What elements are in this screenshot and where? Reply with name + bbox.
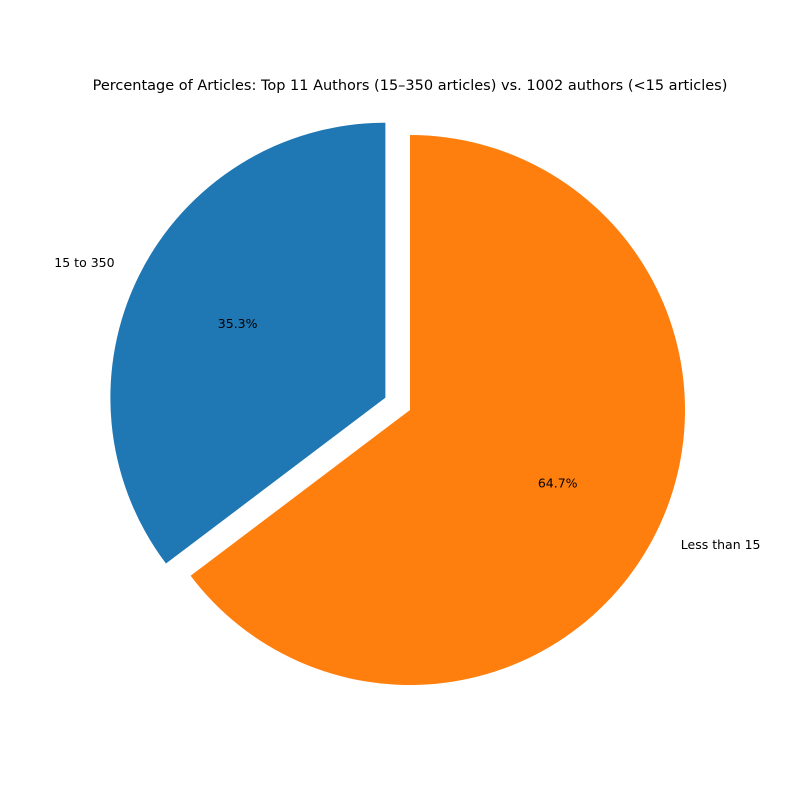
slice-percent-label-2: 64.7% [538,476,578,491]
pie-labels: 15 to 350 35.3% Less than 15 64.7% [54,255,760,552]
slice-label-1: 15 to 350 [54,255,114,270]
slice-label-2: Less than 15 [681,537,761,552]
pie-slices [110,122,686,685]
pie-slice-2 [190,135,686,685]
chart-title: Percentage of Articles: Top 11 Authors (… [93,78,728,94]
slice-percent-label-1: 35.3% [218,316,258,331]
pie-slice-1 [110,122,386,564]
